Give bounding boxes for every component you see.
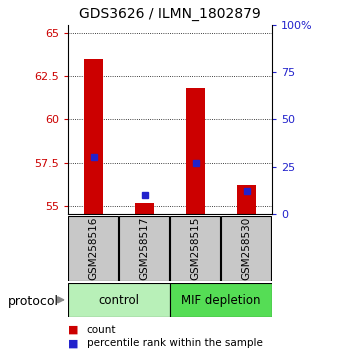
Bar (237, 185, 256, 214)
Text: control: control (99, 293, 139, 307)
Text: GSM258516: GSM258516 (88, 217, 98, 280)
Bar (68, 283, 170, 317)
Bar (135, 203, 154, 214)
Text: ■: ■ (68, 338, 79, 348)
Bar (84, 59, 103, 214)
Text: GSM258515: GSM258515 (190, 217, 200, 280)
Title: GDS3626 / ILMN_1802879: GDS3626 / ILMN_1802879 (79, 7, 261, 21)
Text: protocol: protocol (7, 295, 58, 308)
Text: count: count (87, 325, 116, 335)
Text: percentile rank within the sample: percentile rank within the sample (87, 338, 262, 348)
Text: GSM258530: GSM258530 (241, 217, 251, 280)
Text: ■: ■ (68, 325, 79, 335)
Bar (170, 283, 272, 317)
Text: GSM258517: GSM258517 (139, 217, 149, 280)
Bar (221, 216, 271, 281)
Bar (68, 216, 118, 281)
Bar (186, 88, 205, 214)
Bar (119, 216, 169, 281)
Bar (170, 216, 220, 281)
Text: MIF depletion: MIF depletion (181, 293, 261, 307)
